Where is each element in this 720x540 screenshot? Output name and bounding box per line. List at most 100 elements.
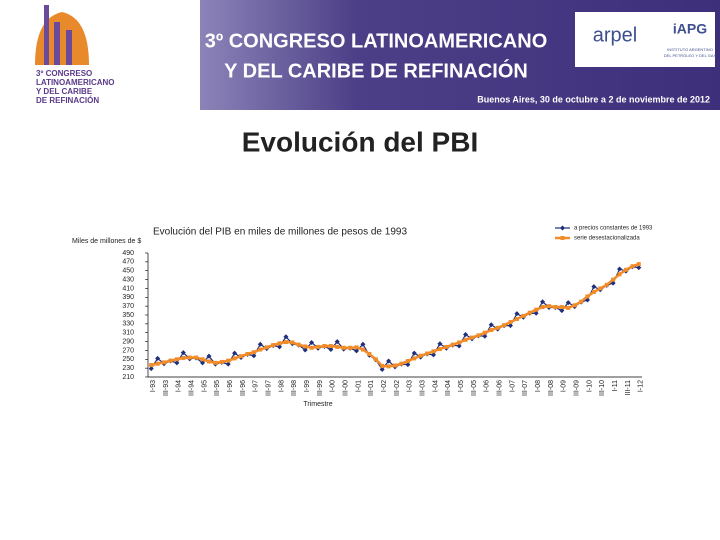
marker <box>604 282 609 287</box>
marker <box>611 277 616 282</box>
x-tick-label: I-10 <box>586 380 593 392</box>
marker <box>271 343 276 348</box>
x-tick-label: I-01 <box>355 380 362 392</box>
banner-title: Y DEL CARIBE DE REFINACIÓN <box>224 58 528 82</box>
marker <box>277 341 282 346</box>
x-tick-label: I-09 <box>561 380 568 392</box>
marker <box>405 362 411 368</box>
x-tick-label: I-04 <box>432 380 439 392</box>
marker <box>277 344 283 350</box>
marker <box>431 349 436 354</box>
banner-title: 3º CONGRESO LATINOAMERICANO <box>205 30 548 52</box>
marker <box>540 299 546 305</box>
marker <box>489 328 494 333</box>
legend-marker <box>560 225 565 231</box>
x-tick-label: III-93 <box>163 380 170 396</box>
marker <box>565 300 571 306</box>
marker <box>430 352 436 358</box>
x-tick-label: III-07 <box>522 380 529 396</box>
marker <box>226 358 231 363</box>
marker <box>283 334 289 340</box>
marker <box>572 303 577 308</box>
marker <box>456 343 462 349</box>
x-tick-label: I-98 <box>278 380 285 392</box>
marker <box>393 363 397 368</box>
marker <box>328 344 333 348</box>
y-tick-label: 450 <box>122 268 134 275</box>
marker <box>591 284 597 290</box>
x-tick-label: I-94 <box>176 380 183 392</box>
marker <box>495 325 500 330</box>
logo-text: LATINOAMERICANO <box>36 78 115 87</box>
y-tick-label: 210 <box>122 374 134 381</box>
arpel-logo: arpel <box>593 24 637 46</box>
marker <box>251 353 257 359</box>
logo-tower <box>44 5 49 65</box>
x-tick-label: III-94 <box>189 380 196 396</box>
marker <box>194 355 199 360</box>
y-tick-label: 370 <box>122 303 134 310</box>
marker <box>534 307 539 312</box>
x-tick-label: I-96 <box>227 380 234 392</box>
marker <box>559 308 565 314</box>
x-tick-label: III-95 <box>214 380 221 396</box>
x-tick-label: III-02 <box>394 380 401 396</box>
marker <box>566 305 571 310</box>
marker <box>514 316 519 321</box>
marker <box>251 350 256 355</box>
y-tick-label: 430 <box>122 276 134 283</box>
marker <box>463 337 468 342</box>
legend-label: a precios constantes de 1993 <box>574 226 653 232</box>
marker <box>514 311 520 317</box>
y-tick-label: 270 <box>122 347 134 354</box>
marker <box>507 323 513 329</box>
x-axis-label: Trimestre <box>303 401 332 408</box>
marker <box>559 305 564 310</box>
marker <box>296 342 301 347</box>
marker <box>437 341 443 347</box>
y-tick-label: 470 <box>122 259 134 266</box>
x-tick-label: III-04 <box>445 380 452 396</box>
x-tick-label: III-11 <box>625 380 632 396</box>
marker <box>341 345 346 350</box>
x-tick-label: III-05 <box>471 380 478 396</box>
marker <box>258 347 263 352</box>
marker <box>373 357 378 362</box>
marker <box>174 360 180 366</box>
marker <box>418 353 423 358</box>
x-tick-label: I-07 <box>509 380 516 392</box>
marker <box>290 340 295 345</box>
marker <box>425 351 430 356</box>
y-tick-label: 350 <box>122 312 134 319</box>
x-tick-label: I-12 <box>638 380 645 392</box>
marker <box>623 267 628 272</box>
marker <box>527 310 532 315</box>
marker <box>155 361 160 366</box>
marker <box>200 360 206 366</box>
marker <box>213 360 218 365</box>
x-tick-label: I-02 <box>381 380 388 392</box>
legend-label: serie desestacionalizada <box>574 236 640 242</box>
x-tick-label: III-01 <box>368 380 375 396</box>
marker <box>617 272 622 277</box>
x-tick-label: I-97 <box>253 380 260 392</box>
marker <box>264 345 269 350</box>
marker <box>630 264 635 269</box>
marker <box>482 330 487 335</box>
marker <box>303 344 308 349</box>
x-tick-label: I-99 <box>304 380 311 392</box>
marker <box>257 341 263 347</box>
marker <box>585 294 590 299</box>
x-tick-label: I-93 <box>150 380 157 392</box>
iapg-sub: DEL PETRÓLEO Y DEL GAS <box>664 53 717 58</box>
marker <box>457 340 462 345</box>
marker <box>225 361 231 367</box>
marker <box>180 350 186 356</box>
iapg-sub: INSTITUTO ARGENTINO <box>667 47 713 52</box>
slide-title: Evolución del PBI <box>242 126 478 157</box>
marker <box>411 350 417 356</box>
marker <box>579 299 584 304</box>
marker <box>245 351 250 356</box>
marker <box>636 262 641 267</box>
